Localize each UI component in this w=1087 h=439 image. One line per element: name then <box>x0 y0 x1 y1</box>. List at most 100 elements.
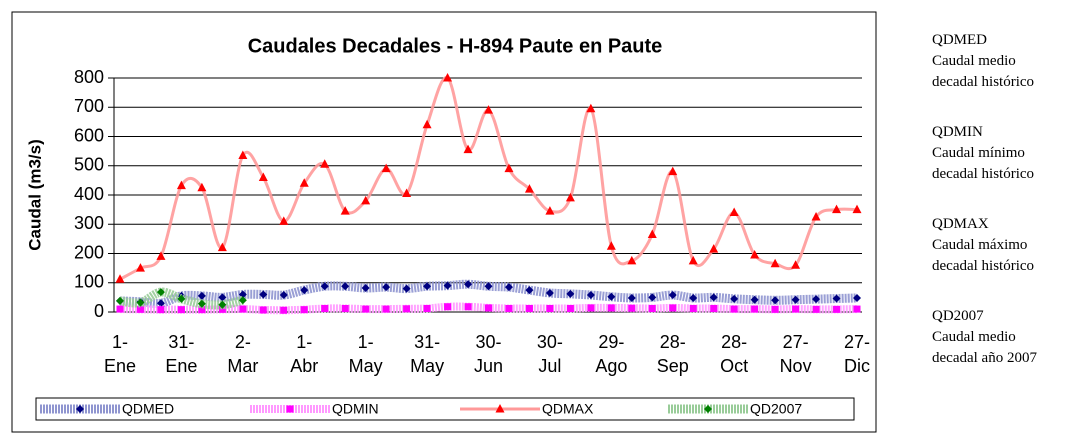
marker <box>341 282 350 291</box>
marker <box>647 229 657 238</box>
marker <box>853 293 861 302</box>
marker <box>76 405 84 413</box>
marker <box>116 296 124 305</box>
marker <box>669 304 677 312</box>
marker <box>197 291 206 300</box>
note-text: decadal histórico <box>932 258 1035 274</box>
marker <box>812 295 821 304</box>
marker <box>648 293 657 302</box>
marker <box>751 305 759 313</box>
note-text: Caudal máximo <box>932 237 1028 253</box>
note-code: QDMED <box>932 32 987 48</box>
marker <box>259 306 267 314</box>
marker <box>422 119 432 129</box>
marker <box>382 305 390 313</box>
marker <box>341 304 349 312</box>
marker <box>136 298 145 307</box>
note-code: QDMIN <box>932 124 983 140</box>
marker <box>546 304 554 312</box>
marker <box>198 306 206 314</box>
legend-label: QDMAX <box>542 401 594 417</box>
marker <box>362 305 370 313</box>
legend-label: QD2007 <box>750 401 802 417</box>
marker <box>403 305 411 313</box>
note-text: Caudal mínimo <box>932 145 1025 161</box>
note-text: decadal histórico <box>932 166 1035 182</box>
x-tick-label: 1-Ene <box>103 332 137 376</box>
marker <box>321 304 329 312</box>
y-tick-label: 0 <box>94 301 104 321</box>
x-tick-label: 1-Abr <box>290 332 319 376</box>
marker <box>586 103 596 113</box>
marker <box>852 204 862 214</box>
y-tick-label: 400 <box>74 184 104 204</box>
marker <box>730 305 738 313</box>
marker <box>505 304 513 312</box>
marker <box>812 305 820 313</box>
x-tick-label: 2-Mar <box>227 332 259 376</box>
marker <box>444 303 452 311</box>
note-text: decadal año 2007 <box>932 350 1037 366</box>
marker <box>340 206 350 215</box>
x-tick-label: 28-Oct <box>720 332 749 376</box>
marker <box>485 304 492 312</box>
marker <box>525 286 534 295</box>
marker <box>607 292 616 301</box>
y-tick-label: 300 <box>74 213 104 233</box>
marker <box>238 296 247 305</box>
marker <box>463 144 473 154</box>
marker <box>300 306 308 314</box>
marker <box>286 405 294 413</box>
marker <box>833 305 841 313</box>
marker <box>688 255 698 265</box>
y-tick-label: 100 <box>74 272 104 292</box>
x-tick-label: 29-Ago <box>595 332 628 376</box>
marker <box>730 294 739 303</box>
marker <box>443 73 453 82</box>
marker <box>258 172 268 181</box>
marker <box>280 306 288 314</box>
marker <box>525 304 533 312</box>
marker <box>238 150 248 160</box>
note-text: decadal histórico <box>932 74 1035 90</box>
marker <box>177 294 186 303</box>
note-code: QD2007 <box>932 308 984 324</box>
note-code: QDMAX <box>932 216 989 232</box>
marker <box>259 290 268 299</box>
marker <box>157 306 165 314</box>
marker <box>279 216 289 225</box>
marker <box>832 294 841 303</box>
marker <box>402 188 412 198</box>
marker <box>218 300 227 309</box>
marker <box>627 255 637 265</box>
y-tick-label: 700 <box>74 96 104 116</box>
marker <box>217 242 227 252</box>
marker <box>156 299 165 308</box>
marker <box>709 293 718 302</box>
marker <box>689 304 697 312</box>
chart-frame <box>11 11 877 433</box>
marker <box>628 304 636 312</box>
marker <box>300 286 309 295</box>
marker <box>729 207 739 217</box>
marker <box>587 304 595 312</box>
y-tick-label: 200 <box>74 242 104 262</box>
legend-label: QDMED <box>122 401 174 417</box>
marker <box>218 305 226 313</box>
chart-title: Caudales Decadales - H-894 Paute en Paut… <box>248 35 663 57</box>
marker <box>750 249 760 259</box>
marker <box>770 258 780 268</box>
y-axis-label: Caudal (m3/s) <box>25 139 44 250</box>
marker <box>648 304 656 312</box>
marker <box>495 404 505 413</box>
note-text: Caudal medio <box>932 329 1016 345</box>
x-tick-label: 30-Jul <box>536 332 563 376</box>
marker <box>361 195 371 205</box>
marker <box>710 304 718 312</box>
marker <box>423 282 432 291</box>
marker <box>197 182 207 192</box>
x-tick-label: 31-Ene <box>165 332 198 376</box>
marker <box>402 284 411 293</box>
marker <box>832 204 842 214</box>
marker <box>218 293 227 302</box>
